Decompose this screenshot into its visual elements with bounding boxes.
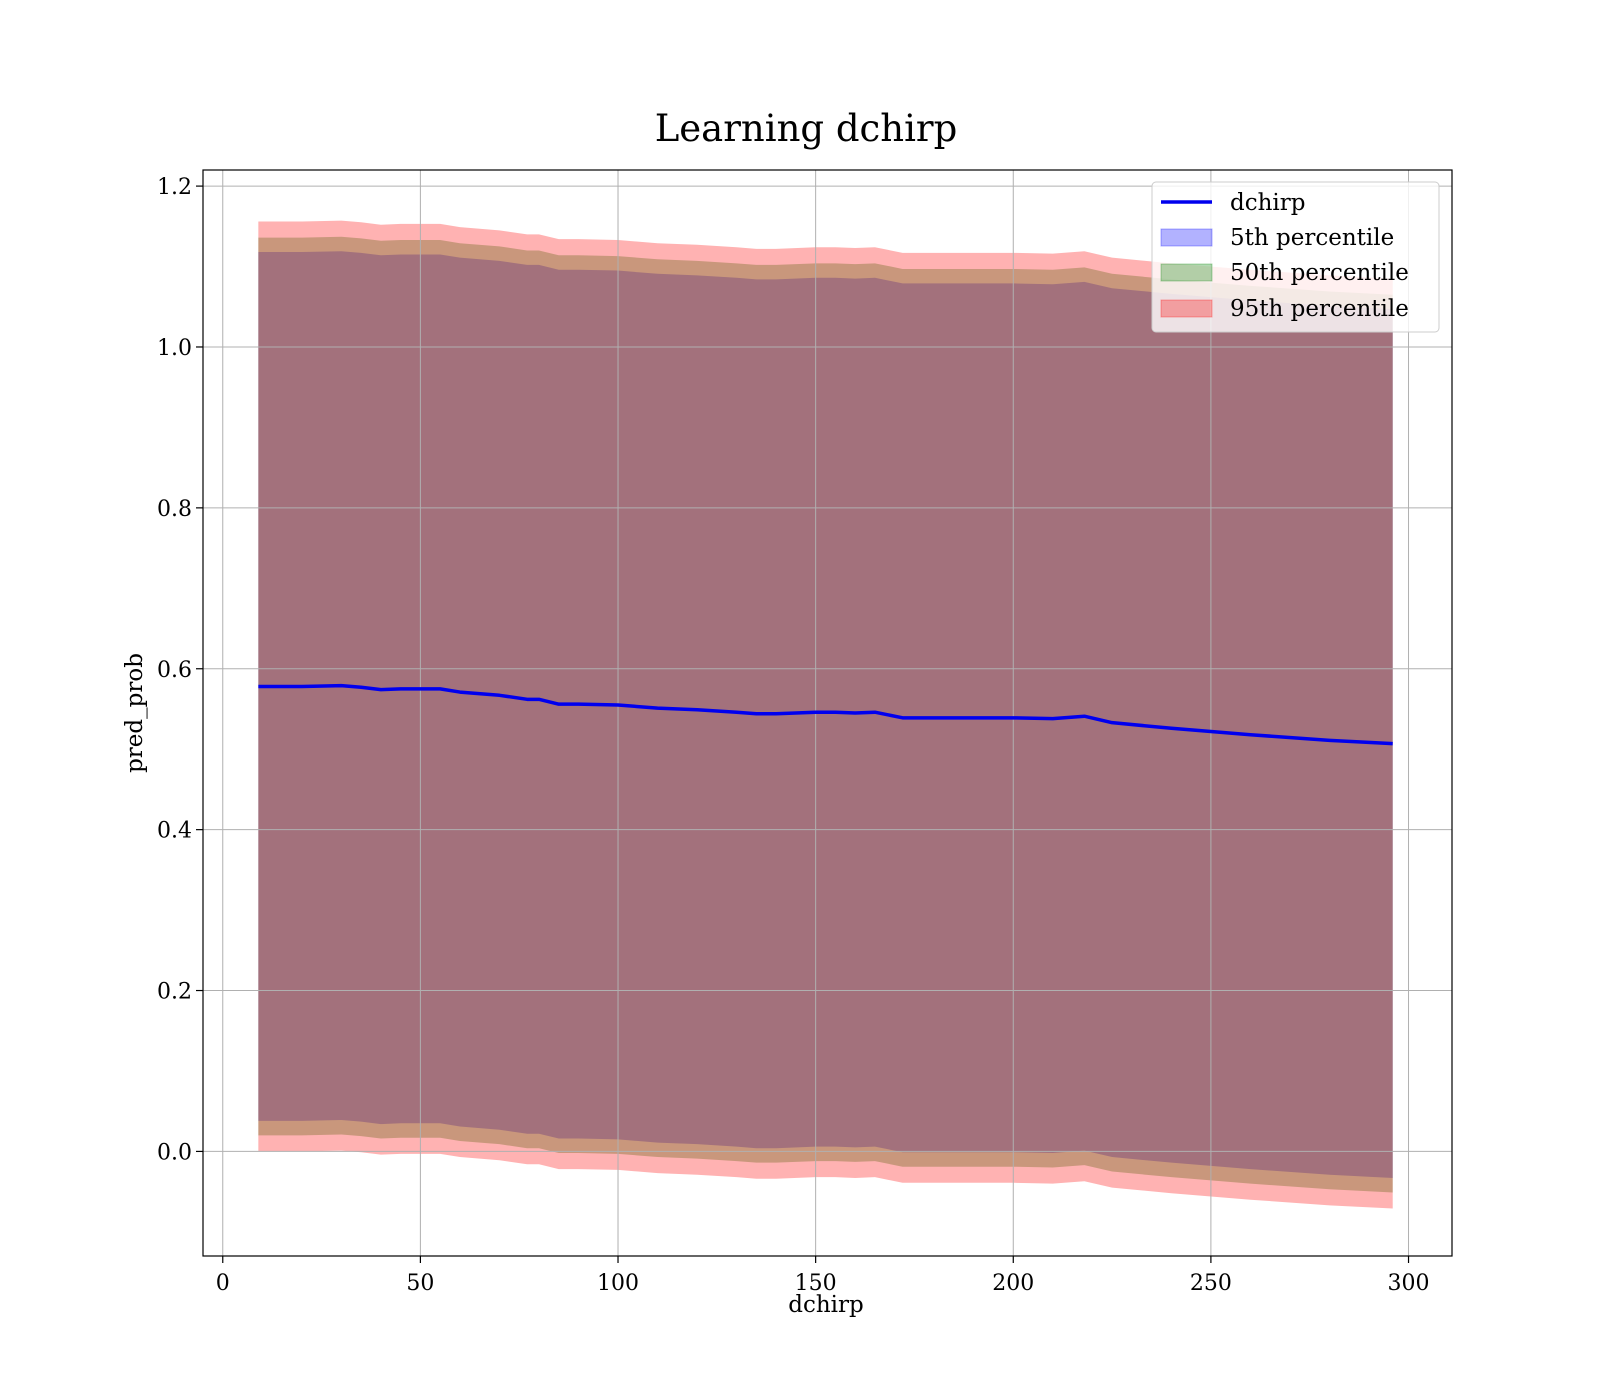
y-tick-label: 1.2 xyxy=(157,175,192,200)
x-tick-label: 200 xyxy=(992,1271,1034,1296)
legend-marker-patch xyxy=(1160,263,1213,282)
x-tick-label: 0 xyxy=(216,1271,230,1296)
legend: dchirp 5th percentile 50th percentile 95th … xyxy=(1151,181,1440,333)
legend-marker-patch xyxy=(1160,228,1213,247)
legend-label: 95th percentile xyxy=(1230,296,1409,322)
x-axis-label: dchirp xyxy=(788,1292,864,1318)
x-tick-label: 50 xyxy=(406,1271,434,1296)
band-2 xyxy=(258,236,1393,1193)
y-tick-label: 0.6 xyxy=(157,658,192,683)
chart-title: Learning dchirp xyxy=(655,107,958,150)
legend-label: 50th percentile xyxy=(1230,260,1409,286)
axes-frame xyxy=(202,169,1453,1257)
y-tick-label: 0.8 xyxy=(157,497,192,522)
series-line-dchirp xyxy=(258,683,1393,746)
x-tick-label: 300 xyxy=(1388,1271,1430,1296)
x-tick-label: 150 xyxy=(795,1271,837,1296)
band-3 xyxy=(258,220,1393,1209)
band-1 xyxy=(258,251,1393,1178)
legend-label: dchirp xyxy=(1230,190,1306,216)
y-axis-label: pred_prob xyxy=(122,653,148,773)
x-tick-label: 250 xyxy=(1190,1271,1232,1296)
legend-frame xyxy=(1151,181,1440,333)
legend-label: 5th percentile xyxy=(1230,225,1394,251)
y-tick-label: 0.2 xyxy=(157,980,192,1005)
y-tick-label: 0.0 xyxy=(157,1140,192,1165)
legend-marker-patch xyxy=(1160,299,1213,318)
plot-area: 0 50 100 150 200 250 300 0.0 0.2 0.4 0.6 0.8 1.0 1.2 xyxy=(157,169,1453,1296)
y-tick-label: 0.4 xyxy=(157,819,192,844)
x-tick-label: 100 xyxy=(597,1271,639,1296)
y-tick-label: 1.0 xyxy=(157,336,192,361)
